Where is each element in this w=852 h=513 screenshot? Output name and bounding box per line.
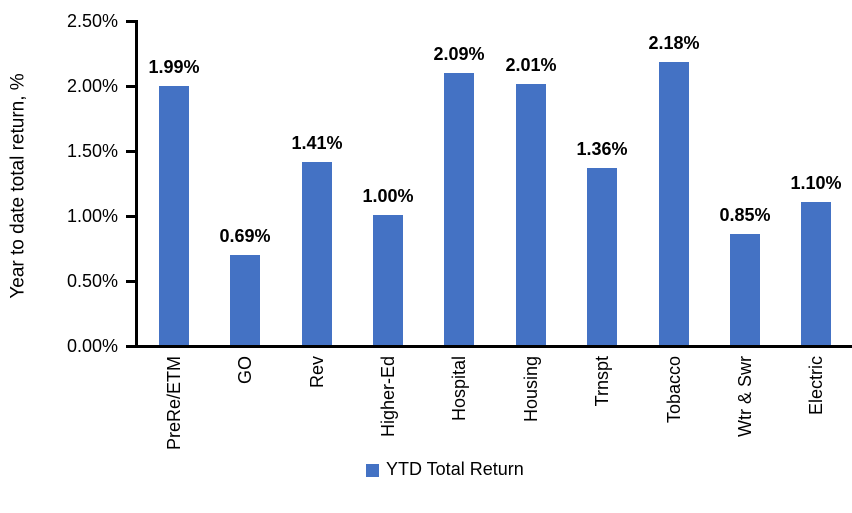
- bar: [801, 202, 831, 345]
- category-label: Housing: [521, 356, 541, 423]
- y-tick-label: 0.00%: [66, 336, 118, 356]
- y-tick-label: 1.50%: [66, 141, 118, 161]
- x-axis-line: [126, 345, 852, 348]
- bar-value-label: 2.09%: [433, 44, 485, 64]
- category-label: Higher-Ed: [378, 356, 398, 438]
- legend: YTD Total Return: [366, 459, 524, 480]
- y-tick-label: 1.00%: [66, 206, 118, 226]
- category-label: Electric: [806, 356, 826, 416]
- bar-value-label: 1.00%: [362, 186, 414, 206]
- bar-value-label: 1.99%: [148, 57, 200, 77]
- bar-value-label: 1.10%: [790, 173, 842, 193]
- y-axis-title-text: Year to date total return, %: [8, 73, 30, 299]
- bar: [302, 162, 332, 345]
- bar: [587, 168, 617, 345]
- bar: [159, 86, 189, 345]
- bar-value-label: 0.69%: [219, 226, 271, 246]
- bar: [373, 215, 403, 345]
- bar-value-label: 2.01%: [505, 55, 557, 75]
- bar: [230, 255, 260, 345]
- y-axis-line: [135, 20, 138, 348]
- y-tick-mark: [126, 85, 135, 88]
- category-label: PreRe/ETM: [164, 356, 184, 451]
- category-label: Tobacco: [664, 356, 684, 424]
- legend-label: YTD Total Return: [386, 459, 524, 479]
- bar-value-label: 0.85%: [719, 205, 771, 225]
- bar-value-label: 2.18%: [648, 33, 700, 53]
- y-tick-label: 0.50%: [66, 271, 118, 291]
- y-tick-mark: [126, 280, 135, 283]
- bar-value-label: 1.36%: [576, 139, 628, 159]
- bar: [516, 84, 546, 345]
- y-tick-label: 2.00%: [66, 76, 118, 96]
- category-label: Trnspt: [592, 356, 612, 407]
- category-label: Rev: [307, 356, 327, 389]
- category-label: Wtr & Swr: [735, 356, 755, 437]
- y-tick-mark: [126, 150, 135, 153]
- bar: [444, 73, 474, 345]
- y-tick-mark: [126, 20, 135, 23]
- bar: [730, 234, 760, 345]
- bar-value-label: 1.41%: [291, 133, 343, 153]
- y-tick-mark: [126, 215, 135, 218]
- bar: [659, 62, 689, 345]
- y-tick-label: 2.50%: [66, 11, 118, 31]
- category-label: Hospital: [449, 356, 469, 422]
- legend-swatch-icon: [366, 464, 379, 477]
- category-label: GO: [235, 356, 255, 385]
